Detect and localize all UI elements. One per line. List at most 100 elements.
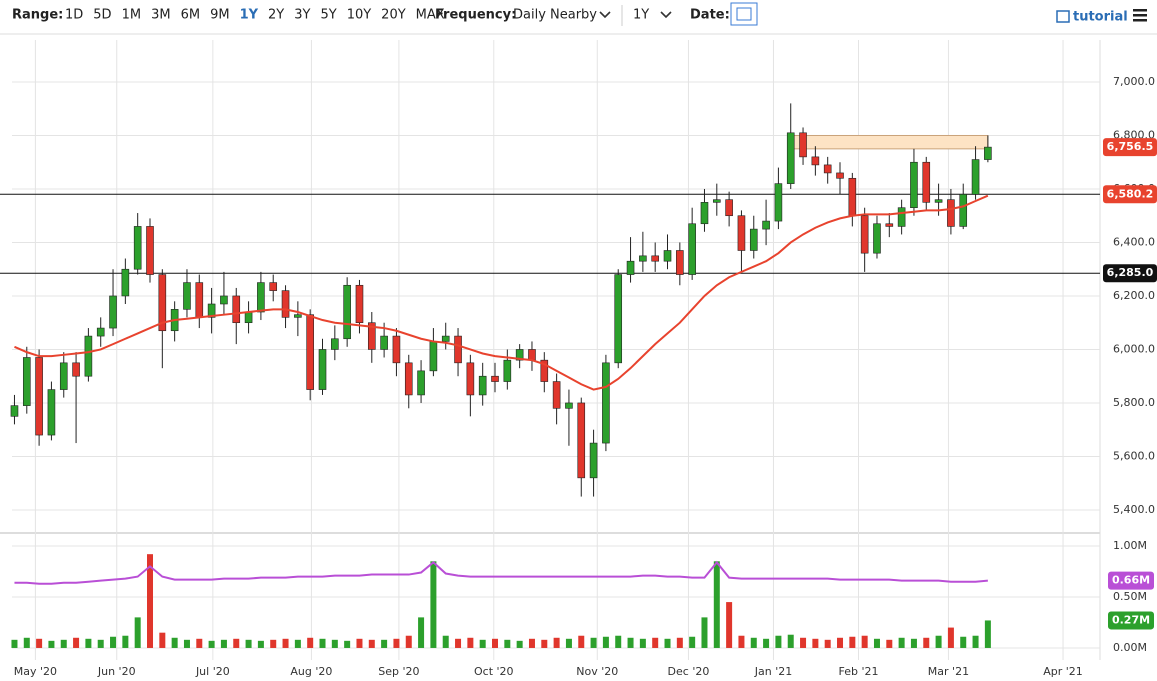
candle-body — [799, 132, 807, 158]
menu-bar — [1133, 19, 1147, 22]
range-button[interactable]: 5D — [93, 8, 111, 23]
candle-body — [35, 357, 43, 436]
candle-body — [158, 274, 167, 332]
volume-bar — [565, 638, 572, 648]
y-tick-label: 6,000.0 — [1113, 342, 1155, 355]
volume-bar — [344, 640, 351, 648]
calendar-button[interactable] — [730, 2, 758, 26]
volume-bar — [110, 636, 117, 648]
x-tick-label: Aug '20 — [290, 665, 332, 678]
volume-bar — [528, 638, 535, 648]
range-button[interactable]: 10Y — [347, 8, 372, 23]
candle-body — [441, 335, 450, 342]
volume-bar — [775, 635, 782, 648]
x-tick-label: Jul '20 — [195, 665, 230, 678]
candle-body — [762, 220, 770, 230]
volume-bar — [787, 634, 794, 648]
volume-bar — [676, 637, 683, 648]
range-button[interactable]: MAX — [416, 8, 445, 23]
volume-bar — [873, 638, 880, 648]
grid — [12, 40, 1100, 660]
range-button[interactable]: 5Y — [320, 8, 336, 23]
tutorial-link[interactable]: tutorial — [1073, 10, 1128, 25]
range-button[interactable]: 3M — [151, 8, 171, 23]
volume-bar — [849, 636, 856, 648]
resistance-zone — [790, 134, 989, 150]
volume-bar — [11, 639, 18, 648]
menu-button[interactable] — [1133, 9, 1147, 22]
volume-bar — [516, 640, 523, 648]
volume-bar — [578, 635, 585, 648]
volume-bar — [393, 638, 400, 648]
y-tick-label: 0.50M — [1113, 590, 1147, 603]
candle-body — [774, 183, 783, 222]
volume-bar — [935, 635, 942, 648]
candle-body — [836, 172, 844, 179]
volume-bar — [763, 638, 770, 648]
moving-average-line — [14, 194, 989, 391]
candle-body — [626, 260, 635, 275]
volume-bar — [331, 639, 338, 648]
volume-bar — [541, 639, 548, 648]
candle-body — [146, 226, 154, 275]
candle-body — [491, 375, 499, 382]
range-button[interactable]: 2Y — [268, 8, 284, 23]
price-tag — [1103, 185, 1157, 204]
candle-body — [232, 295, 241, 324]
frequency-select[interactable]: Daily Nearby — [513, 8, 597, 23]
candle-body — [244, 311, 253, 324]
candle-body — [947, 199, 955, 227]
candle-body — [552, 381, 561, 409]
candle-body — [540, 359, 549, 382]
volume-bar — [48, 640, 55, 648]
range-button[interactable]: 1Y — [240, 8, 259, 23]
candle-body — [331, 338, 339, 350]
volume-bar — [356, 638, 363, 648]
volume-bar — [800, 637, 807, 648]
price-tag-label: 6,756.5 — [1107, 140, 1154, 153]
calendar-frame — [730, 2, 758, 26]
candle-body — [380, 335, 388, 350]
volume-bar — [381, 639, 388, 648]
volume-bar — [923, 637, 930, 648]
volume-bar — [947, 627, 954, 648]
volume-bar — [171, 637, 178, 648]
x-tick-label: Dec '20 — [668, 665, 710, 678]
dropdown-arrow — [660, 11, 672, 19]
range-button[interactable]: 1M — [122, 8, 142, 23]
volume-bar — [984, 620, 991, 648]
candle-body — [454, 335, 462, 364]
volume-bar — [208, 640, 215, 648]
candle-body — [700, 202, 709, 225]
x-tick-label: Sep '20 — [378, 665, 419, 678]
candle-body — [749, 228, 758, 251]
volume-bar — [257, 640, 264, 648]
range-button[interactable]: 1D — [65, 8, 83, 23]
candle-body — [294, 314, 302, 318]
candle-body — [712, 199, 721, 203]
range-button[interactable]: 3Y — [294, 8, 310, 23]
volume-bar — [553, 637, 560, 648]
candle-body — [22, 357, 31, 406]
candle-body — [121, 268, 130, 297]
range-button[interactable]: 20Y — [381, 8, 406, 23]
volume-bar — [183, 639, 190, 648]
volume-bar — [159, 632, 166, 648]
period-select[interactable]: 1Y — [633, 8, 649, 23]
range-button[interactable]: 6M — [181, 8, 201, 23]
tutorial-icon — [1056, 10, 1070, 23]
x-tick-label: Oct '20 — [474, 665, 514, 678]
volume-bar — [418, 617, 425, 648]
range-button[interactable]: 9M — [210, 8, 230, 23]
x-tick-label: May '20 — [14, 665, 57, 678]
y-tick-label: 0.00M — [1113, 641, 1147, 654]
candle-body — [72, 362, 80, 377]
volume-bar — [97, 639, 104, 648]
candle-body — [503, 359, 512, 382]
candle-body — [318, 349, 327, 390]
y-tick-label: 7,000.0 — [1113, 75, 1155, 88]
x-tick-label: Nov '20 — [576, 665, 618, 678]
volume-bar — [812, 638, 819, 648]
